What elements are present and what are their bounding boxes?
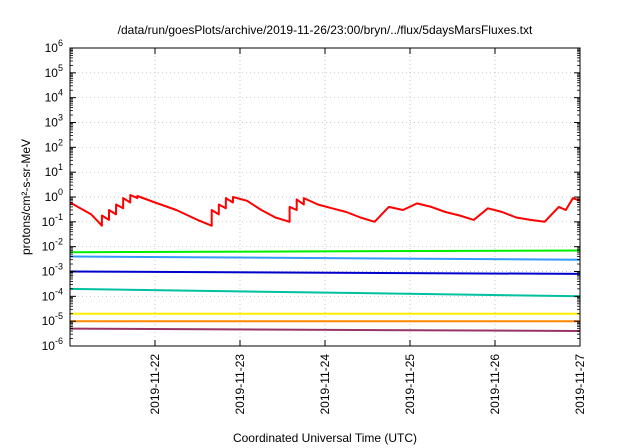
y-tick-label: 104 bbox=[45, 88, 63, 105]
y-tick-label: 10-2 bbox=[42, 237, 63, 254]
series-line-1 bbox=[70, 194, 580, 227]
y-axis-ticks: 10-6 10-5 10-4 10-3 10-2 10-1 100 101 102 103 104 1… bbox=[42, 38, 580, 353]
chart-title: /data/run/goesPlots/archive/2019-11-26/2… bbox=[118, 23, 533, 37]
y-tick-label: 105 bbox=[45, 63, 63, 80]
y-tick-label: 10-4 bbox=[42, 286, 63, 303]
x-tick-label: 2019-11-26 bbox=[488, 354, 502, 415]
y-tick-label: 102 bbox=[45, 137, 63, 154]
series-line-8 bbox=[70, 327, 580, 332]
series-line-4 bbox=[70, 270, 580, 275]
y-tick-label: 106 bbox=[45, 38, 63, 55]
y-tick-label: 100 bbox=[45, 187, 63, 204]
series-line-2 bbox=[70, 249, 580, 254]
x-tick-label: 2019-11-22 bbox=[148, 354, 162, 415]
series-line-5 bbox=[70, 287, 580, 298]
y-tick-label: 10-6 bbox=[42, 336, 63, 353]
grid bbox=[70, 48, 580, 346]
x-tick-label: 2019-11-27 bbox=[573, 354, 587, 415]
x-tick-label: 2019-11-23 bbox=[233, 354, 247, 415]
x-axis-ticks: 2019-11-22 2019-11-23 2019-11-24 2019-11-25… bbox=[148, 48, 587, 415]
series-line-3 bbox=[70, 255, 580, 261]
x-tick-label: 2019-11-25 bbox=[403, 354, 417, 415]
series-group bbox=[70, 194, 580, 332]
y-tick-label: 10-1 bbox=[42, 212, 63, 229]
y-tick-label: 103 bbox=[45, 113, 63, 130]
y-axis-label: protons/cm²-s-sr-MeV bbox=[19, 139, 33, 255]
x-tick-label: 2019-11-24 bbox=[318, 354, 332, 415]
x-axis-label: Coordinated Universal Time (UTC) bbox=[233, 431, 417, 445]
y-tick-label: 10-3 bbox=[42, 262, 63, 279]
y-tick-label: 10-5 bbox=[42, 311, 63, 328]
y-tick-label: 101 bbox=[45, 162, 63, 179]
